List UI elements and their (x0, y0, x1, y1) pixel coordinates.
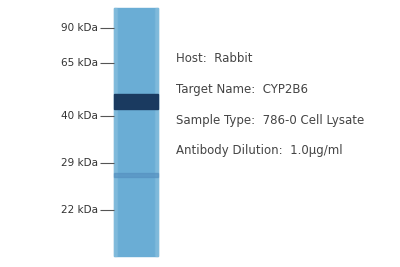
Text: Sample Type:  786-0 Cell Lysate: Sample Type: 786-0 Cell Lysate (176, 114, 364, 127)
Text: 90 kDa: 90 kDa (61, 23, 98, 33)
Bar (155, 8, 158, 256)
Text: Target Name:  CYP2B6: Target Name: CYP2B6 (176, 83, 308, 96)
Text: 29 kDa: 29 kDa (61, 158, 98, 168)
Bar (114, 8, 117, 256)
Bar (114, 173, 158, 177)
Text: Host:  Rabbit: Host: Rabbit (176, 52, 252, 65)
Bar (114, 8, 116, 256)
Bar (114, 8, 158, 256)
Text: 65 kDa: 65 kDa (61, 58, 98, 68)
Text: 40 kDa: 40 kDa (61, 111, 98, 121)
Text: Antibody Dilution:  1.0μg/ml: Antibody Dilution: 1.0μg/ml (176, 144, 343, 157)
Bar (156, 8, 158, 256)
Text: 22 kDa: 22 kDa (61, 205, 98, 215)
Bar (114, 94, 158, 109)
